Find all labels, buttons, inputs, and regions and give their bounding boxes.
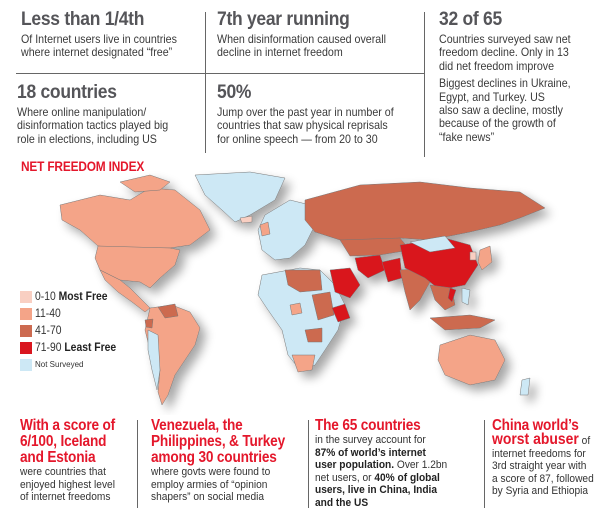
- stat-desc-line: Countries surveyed saw net: [439, 33, 571, 46]
- arctic-islands: [119, 174, 171, 193]
- saudi-arabia: [329, 267, 361, 299]
- fact-body: were countries that enjoyed highest leve…: [20, 466, 115, 504]
- stat-desc-line: role in elections, including US: [17, 132, 157, 146]
- fact-iceland-estonia: With a score of 6/100, Iceland and Eston…: [20, 418, 128, 504]
- fact-headline: The 65 countries: [315, 417, 421, 434]
- divider: [16, 73, 424, 74]
- stat-headline: 18 countries: [17, 82, 117, 103]
- stat-desc-line: Of Internet users live in countries: [21, 33, 177, 46]
- nigeria: [289, 302, 303, 316]
- legend-label: Least Free: [64, 341, 117, 354]
- legend-label: Most Free: [58, 290, 108, 303]
- fact-headline: With a score of 6/100, Iceland and Eston…: [20, 417, 116, 466]
- legend-swatch: [20, 341, 32, 354]
- fact-china-worst-abuser: China world’s worst abuser of internet f…: [492, 418, 600, 498]
- stat-headline: Less than 1/4th: [21, 9, 145, 30]
- fact-opinion-shapers: Venezuela, the Philippines, & Turkey amo…: [151, 418, 303, 504]
- korea: [469, 251, 477, 261]
- south-africa: [291, 354, 316, 373]
- legend-label: Not Surveyed: [35, 360, 84, 369]
- mongolia: [409, 235, 456, 253]
- stat-extra-line: Egypt, and Turkey. US: [439, 90, 545, 104]
- iran: [354, 254, 386, 279]
- stat-7th-year: 7th year running When disinformation cau…: [217, 10, 401, 60]
- legend-range: 71-90: [35, 341, 62, 354]
- mexico: [99, 269, 151, 313]
- legend-range: 0-10: [35, 290, 56, 303]
- divider: [137, 420, 138, 508]
- map-legend: 0-10 Most Free 11-40 41-70 71-90 Least F…: [20, 288, 125, 373]
- central-asia: [339, 237, 411, 257]
- legend-item-least-free: 71-90 Least Free: [20, 339, 125, 356]
- ecuador: [144, 318, 154, 329]
- stat-32-of-65: 32 of 65 Countries surveyed saw net free…: [439, 10, 582, 144]
- north-africa: [284, 269, 323, 293]
- stat-headline: 32 of 65: [439, 9, 502, 30]
- russia: [304, 181, 546, 243]
- europe: [257, 199, 316, 261]
- fact-headline: Venezuela, the Philippines, & Turkey amo…: [151, 417, 286, 466]
- pakistan: [381, 257, 403, 283]
- venezuela: [157, 303, 179, 319]
- stat-desc-line: When disinformation caused overall: [217, 33, 386, 46]
- stat-desc-line: where internet designated “free”: [21, 46, 173, 60]
- fact-body: in the survey account for 87% of world’s…: [315, 434, 448, 509]
- stat-18-countries: 18 countries Where online manipulation/ …: [17, 83, 181, 146]
- legend-item-not-surveyed: Not Surveyed: [20, 356, 125, 373]
- legend-swatch: [20, 307, 32, 320]
- stat-extra-line: “fake news”: [439, 130, 495, 144]
- stat-50-percent: 50% Jump over the past year in number of…: [217, 83, 409, 146]
- legend-item-11-40: 11-40: [20, 305, 125, 322]
- stat-desc-line: did net freedom improve: [439, 59, 555, 73]
- new-zealand: [519, 377, 531, 396]
- divider: [205, 12, 206, 153]
- divider: [308, 420, 309, 508]
- vietnam: [447, 287, 457, 303]
- legend-item-most-free: 0-10 Most Free: [20, 288, 125, 305]
- legend-swatch: [20, 358, 32, 371]
- stat-desc-line: Jump over the past year in number of: [217, 106, 394, 119]
- philippines: [461, 287, 471, 306]
- stat-desc-line: Where online manipulation/: [17, 106, 147, 119]
- sudan: [311, 291, 335, 321]
- stat-desc-line: freedom decline. Only in 13: [439, 46, 569, 60]
- north-america-canada: [59, 187, 211, 249]
- stat-headline: 50%: [217, 82, 252, 103]
- australia: [437, 334, 506, 386]
- japan: [477, 245, 493, 271]
- uk: [259, 221, 271, 237]
- fact-65-countries: The 65 countries in the survey account f…: [315, 418, 462, 510]
- stat-less-than-quarter: Less than 1/4th Of Internet users live i…: [21, 10, 190, 60]
- greenland: [194, 171, 286, 223]
- andes-unsurveyed: [147, 329, 161, 391]
- stat-desc-line: decline in internet freedom: [217, 46, 343, 60]
- legend-range: 41-70: [35, 324, 62, 337]
- fact-body: worst abuser of internet freedoms for 3r…: [492, 431, 594, 498]
- stat-desc-line: disinformation tactics played big: [17, 119, 169, 133]
- china: [399, 237, 479, 291]
- stat-desc-line: countries that saw physical reprisals: [217, 119, 388, 133]
- divider: [424, 12, 425, 157]
- world-map: [59, 171, 546, 406]
- map-title: NET FREEDOM INDEX: [21, 159, 145, 174]
- fact-headline: China world’s: [492, 417, 579, 434]
- legend-swatch: [20, 290, 32, 303]
- stat-extra-line: also saw a decline, mostly: [439, 104, 563, 118]
- ethiopia: [331, 303, 351, 323]
- stat-headline: 7th year running: [217, 9, 350, 30]
- legend-range: 11-40: [35, 307, 61, 320]
- indonesia: [429, 314, 496, 331]
- legend-item-41-70: 41-70: [20, 322, 125, 339]
- divider: [484, 420, 485, 508]
- legend-swatch: [20, 324, 32, 337]
- stat-desc-line: for online speech — from 20 to 30: [217, 132, 378, 146]
- usa: [94, 245, 181, 289]
- southeast-asia: [429, 284, 456, 311]
- stat-extra-line: because of the growth of: [439, 117, 556, 131]
- stat-extra-line: Biggest declines in Ukraine,: [439, 77, 571, 91]
- fact-body: where govts were found to employ armies …: [151, 466, 271, 504]
- iceland: [239, 215, 253, 224]
- zambia: [304, 327, 323, 343]
